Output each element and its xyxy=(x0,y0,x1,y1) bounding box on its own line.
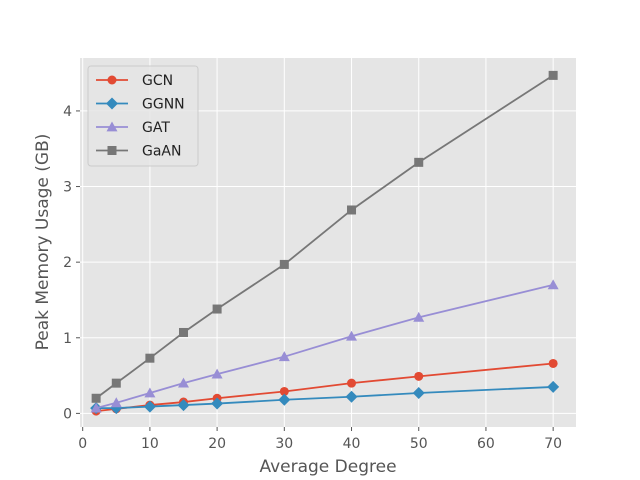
legend-label: GaAN xyxy=(142,144,181,160)
series-group xyxy=(90,70,560,416)
data-point-gaan xyxy=(279,259,289,269)
data-point-gat xyxy=(346,330,358,341)
legend-item-gat: GAT xyxy=(96,120,170,136)
data-point-gcn xyxy=(347,378,357,388)
data-point-gat xyxy=(278,351,290,362)
x-tick-label: 10 xyxy=(141,436,159,452)
data-point-gat xyxy=(547,279,559,290)
data-point-gat xyxy=(413,311,425,322)
legend-label: GGNN xyxy=(142,97,185,113)
legend-box xyxy=(87,65,199,167)
data-point-gaan xyxy=(111,378,121,388)
data-point-gaan xyxy=(347,205,357,215)
legend-label: GCN xyxy=(142,73,173,89)
y-tick-label: 1 xyxy=(63,331,72,347)
data-point-gaan xyxy=(145,353,155,363)
data-point-gat xyxy=(178,377,190,388)
data-point-ggnn xyxy=(278,393,291,406)
data-point-gat xyxy=(211,368,223,379)
data-point-ggnn xyxy=(345,390,358,403)
data-point-gaan xyxy=(179,327,189,337)
data-point-gcn xyxy=(414,371,424,381)
legend-marker-diamond xyxy=(106,97,118,110)
y-axis-label: Peak Memory Usage (GB) xyxy=(33,134,53,351)
x-tick-label: 40 xyxy=(343,436,361,452)
y-tick-label: 3 xyxy=(63,180,72,196)
y-tick-label: 4 xyxy=(63,104,72,120)
legend-marker-square xyxy=(107,146,117,155)
legend: GCN GGNN GAT GaAN xyxy=(87,65,199,167)
legend-label: GAT xyxy=(142,120,170,136)
legend-item-ggnn: GGNN xyxy=(96,97,185,113)
data-point-ggnn xyxy=(143,400,156,413)
data-point-gaan xyxy=(414,157,424,167)
legend-marker-circle xyxy=(107,75,117,85)
x-tick-label: 50 xyxy=(410,436,428,452)
legend-item-gcn: GCN xyxy=(96,73,173,89)
data-point-ggnn xyxy=(177,399,190,412)
data-point-ggnn xyxy=(412,386,425,399)
y-tick-label: 2 xyxy=(63,255,72,271)
data-point-gat xyxy=(110,397,122,408)
axis-ticks: 0 10 20 30 40 50 60 70 0 1 2 3 4 xyxy=(63,104,562,452)
x-axis-label: Average Degree xyxy=(259,457,396,477)
series-gaan xyxy=(91,70,558,403)
y-tick-label: 0 xyxy=(63,406,72,422)
x-tick-label: 0 xyxy=(78,436,87,452)
x-tick-label: 20 xyxy=(208,436,226,452)
data-point-gat xyxy=(144,387,156,398)
x-tick-label: 70 xyxy=(544,436,562,452)
data-point-ggnn xyxy=(211,397,224,410)
data-point-gat xyxy=(90,402,102,413)
data-point-gcn xyxy=(548,358,558,368)
data-point-gaan xyxy=(548,70,558,80)
data-point-gcn xyxy=(279,386,289,396)
data-point-ggnn xyxy=(547,380,560,393)
legend-marker-triangle xyxy=(106,121,118,132)
x-tick-label: 60 xyxy=(477,436,495,452)
legend-item-gaan: GaAN xyxy=(96,144,181,160)
series-gat xyxy=(90,279,559,413)
x-tick-label: 30 xyxy=(275,436,293,452)
data-point-gaan xyxy=(212,304,222,314)
grid-lines xyxy=(80,58,576,427)
data-point-gaan xyxy=(91,393,101,403)
